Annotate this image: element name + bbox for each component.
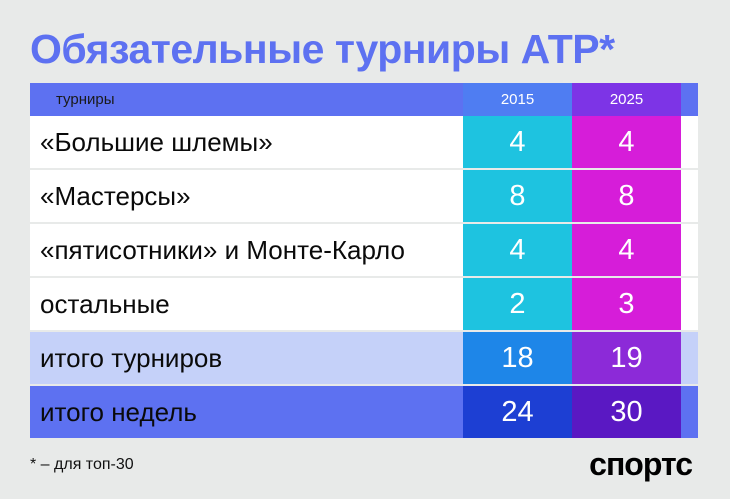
- value-2025: 30: [572, 386, 681, 438]
- value-2015: 18: [463, 332, 572, 384]
- value-2025: 8: [572, 170, 681, 222]
- value-2015: 2: [463, 278, 572, 330]
- table-row: остальные 2 3: [30, 278, 698, 330]
- value-2025: 3: [572, 278, 681, 330]
- table-row: «Большие шлемы» 4 4: [30, 116, 698, 168]
- total-weeks-row: итого недель 24 30: [30, 386, 698, 438]
- value-2015: 4: [463, 224, 572, 276]
- value-2015: 8: [463, 170, 572, 222]
- table-row: «Мастерсы» 8 8: [30, 170, 698, 222]
- value-2015: 24: [463, 386, 572, 438]
- table-row: «пятисотники» и Монте-Карло 4 4: [30, 224, 698, 276]
- footnote: * – для топ-30: [30, 456, 134, 473]
- page-title: Обязательные турниры АТР*: [30, 26, 615, 72]
- row-label: итого турниров: [40, 342, 223, 373]
- value-2025: 19: [572, 332, 681, 384]
- row-label: «пятисотники» и Монте-Карло: [40, 234, 405, 265]
- header-label: турниры: [56, 91, 115, 108]
- header-2025: 2025: [572, 83, 681, 116]
- value-2025: 4: [572, 116, 681, 168]
- total-tournaments-row: итого турниров 18 19: [30, 332, 698, 384]
- row-label: «Большие шлемы»: [40, 126, 273, 157]
- row-label: остальные: [40, 288, 170, 319]
- tournaments-table: турниры 2015 2025 «Большие шлемы» 4 4 «М…: [30, 83, 698, 438]
- brand-logo: спортс: [589, 446, 693, 482]
- value-2015: 4: [463, 116, 572, 168]
- header-2015: 2015: [463, 83, 572, 116]
- row-label: «Мастерсы»: [40, 180, 191, 211]
- table-header: турниры 2015 2025: [30, 83, 698, 116]
- value-2025: 4: [572, 224, 681, 276]
- row-label: итого недель: [40, 396, 197, 427]
